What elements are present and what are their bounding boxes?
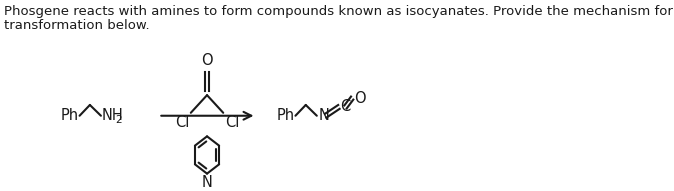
Text: NH: NH xyxy=(102,108,123,123)
Text: transformation below.: transformation below. xyxy=(5,19,150,32)
Text: O: O xyxy=(354,91,365,106)
Text: Ph: Ph xyxy=(276,108,295,123)
Text: 2: 2 xyxy=(116,115,122,125)
Text: N: N xyxy=(202,175,212,190)
Text: Cl: Cl xyxy=(175,115,189,130)
Text: O: O xyxy=(202,53,213,68)
Text: N: N xyxy=(318,108,329,123)
Text: C: C xyxy=(340,100,350,114)
Text: Phosgene reacts with amines to form compounds known as isocyanates. Provide the : Phosgene reacts with amines to form comp… xyxy=(5,5,674,18)
Text: Ph: Ph xyxy=(61,108,79,123)
Text: Cl: Cl xyxy=(224,115,239,130)
